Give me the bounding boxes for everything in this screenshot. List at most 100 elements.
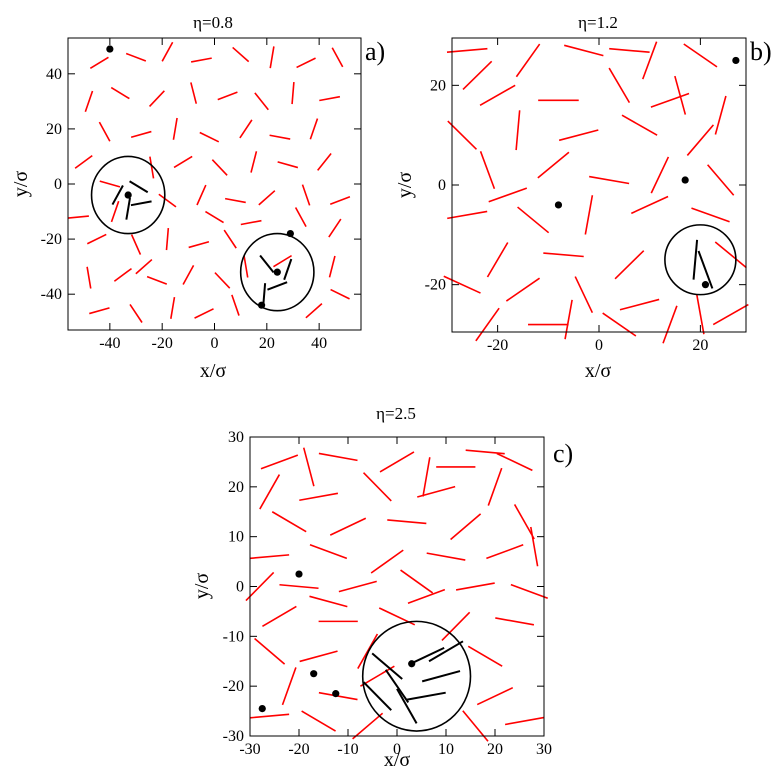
rod [129,304,143,323]
panel-a-x-axis-label: x/σ [200,360,227,382]
y-tick-label: 30 [228,429,244,446]
rod [479,151,496,190]
cluster-rod [396,688,418,724]
rod [662,305,678,344]
rod [309,118,319,140]
y-tick-label: 0 [438,177,446,194]
rod [707,164,735,196]
point-marker [681,176,689,184]
point-marker [332,690,340,698]
panel-c-plot-frame [249,436,545,737]
point-marker [310,670,318,678]
rod [338,580,377,593]
rod [696,294,705,335]
rod [564,299,573,340]
rod [714,241,747,269]
rod [475,307,500,342]
x-tick-label: -20 [487,337,508,354]
panel-c-y-ticks: -30 -20 -10 0 10 20 30 [223,429,544,745]
cluster-rod [130,200,152,207]
rod [258,190,276,206]
rod [495,617,535,626]
rod [110,86,130,100]
panel-a-y-axis-label: y/σ [10,171,32,198]
x-tick-label: 10 [438,741,454,758]
rod [149,156,155,179]
rod [89,56,109,69]
panel-b-x-ticks: -20 0 20 [487,38,708,354]
rod [465,449,505,455]
rod [455,582,495,591]
rod [301,710,336,732]
panel-b-clusters [664,224,737,296]
y-tick-label: -10 [223,628,244,645]
rod [379,451,415,473]
rod [211,159,228,176]
rod [165,228,170,251]
rod [650,156,670,194]
x-tick-label: 0 [211,335,219,352]
panel-c-label: c) [553,439,573,468]
rod [301,184,311,206]
panel-c-rods [245,447,548,742]
rod [172,117,178,140]
cluster-rod [428,640,464,663]
cluster-rod [362,681,392,711]
x-tick-label: 20 [259,335,275,352]
rod [309,595,348,608]
rod [317,153,332,171]
rod [113,267,132,282]
y-tick-label: 10 [228,529,244,546]
panel-b-title: η=1.2 [578,13,618,32]
x-tick-label: -30 [239,741,260,758]
rod [621,114,658,136]
rod [558,129,599,142]
point-marker [286,229,294,238]
rod [279,583,319,590]
rod [505,277,541,302]
y-tick-label: 20 [46,121,62,138]
panel-b-y-axis-label: y/σ [394,172,416,199]
y-tick-label: -40 [41,286,62,303]
rod [479,84,516,106]
rod [328,255,336,278]
panel-b-x-axis-label: x/σ [585,360,612,382]
point-marker [257,301,266,309]
x-tick-label: -20 [152,335,173,352]
point-marker [408,660,416,668]
rod [224,197,246,204]
rod [362,472,392,502]
rod [513,504,535,540]
cluster-rod [283,258,293,281]
rod [277,161,299,169]
x-tick-label: -40 [99,335,120,352]
rod [614,250,645,280]
rod [602,312,637,337]
rod [360,665,395,687]
panel-b-plot-frame [451,37,747,333]
rod [110,200,120,223]
panel-b-rods [443,41,749,344]
rod [650,92,690,108]
rod [271,511,307,533]
cluster-rod [421,670,461,683]
cluster-rod [262,283,267,306]
panel-c: η=2.5 c) -30 -20 -10 0 10 20 30 -30 -20 -10 0 10 20… [191,404,573,771]
cluster-rod [697,250,714,289]
rod [190,82,198,104]
x-tick-label: -20 [288,741,309,758]
cluster-circle [239,232,315,312]
rod [217,91,238,101]
rod [188,240,210,249]
cluster-rod [371,652,403,680]
rod [250,151,258,173]
rod [199,131,220,143]
rod [170,296,176,319]
rod [407,588,446,605]
panel-a-title: η=0.8 [193,13,233,32]
rod [250,554,290,560]
panel-a-plot-frame [67,37,362,331]
rod [67,215,89,219]
rod [182,264,195,285]
